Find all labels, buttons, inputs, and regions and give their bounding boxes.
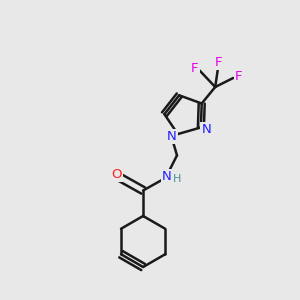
Text: O: O (111, 168, 122, 182)
Text: N: N (201, 123, 211, 136)
Text: F: F (191, 61, 199, 75)
Text: N: N (162, 169, 172, 183)
Text: N: N (167, 130, 177, 143)
Text: F: F (214, 56, 222, 69)
Text: F: F (235, 70, 242, 83)
Text: H: H (173, 174, 181, 184)
